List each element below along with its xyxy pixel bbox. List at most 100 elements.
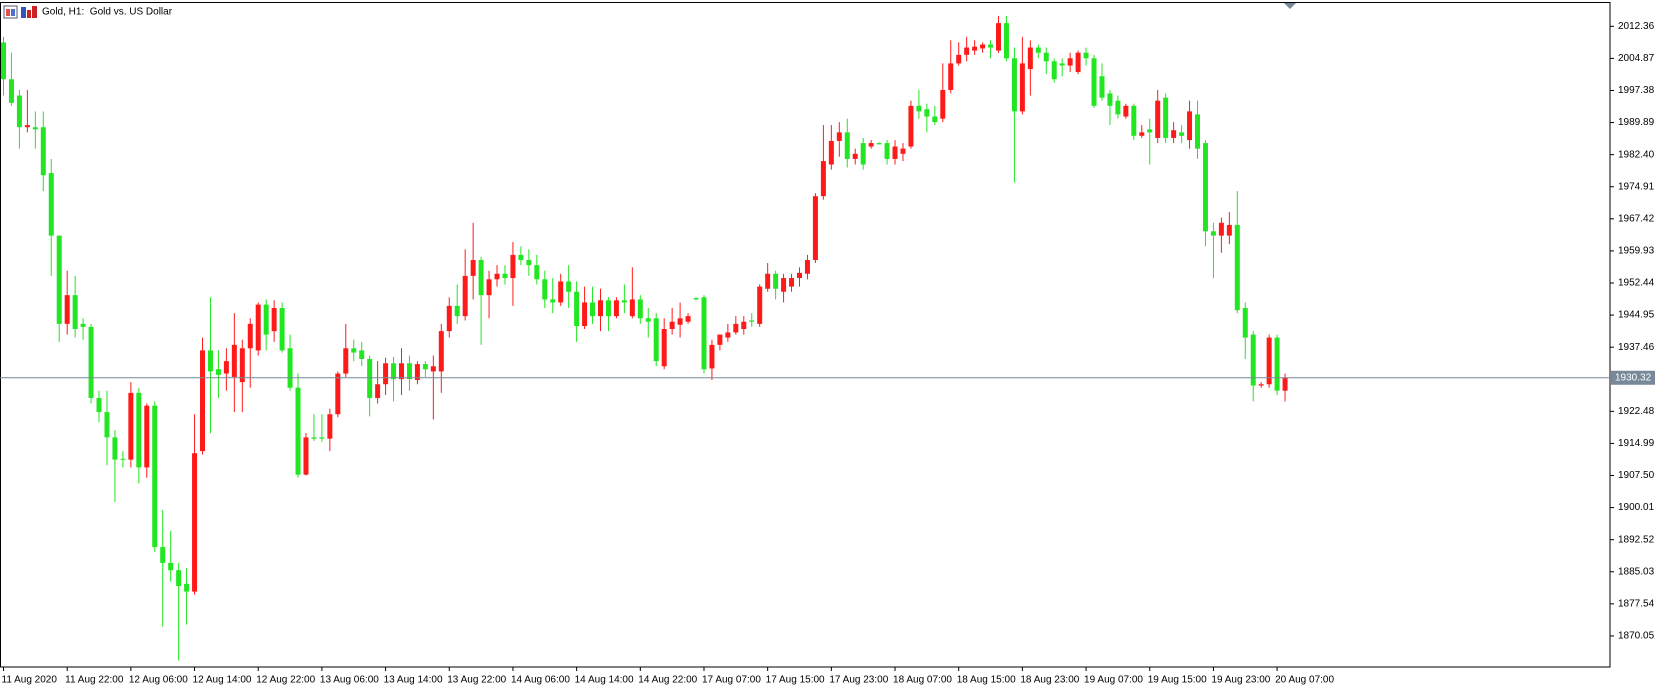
candle-body	[964, 47, 970, 55]
y-tick-label: 1997.38	[1618, 85, 1655, 96]
candle-body	[1282, 377, 1288, 391]
y-tick-label: 1967.42	[1618, 213, 1655, 224]
candle-body	[820, 161, 826, 197]
candle-body	[812, 196, 818, 261]
candle-body	[414, 364, 420, 380]
candle-body	[948, 63, 954, 90]
candle-body	[773, 273, 779, 289]
candle-body	[804, 260, 810, 274]
x-tick-label: 19 Aug 23:00	[1211, 675, 1270, 686]
icon-bar	[21, 7, 26, 18]
y-tick-label: 2004.87	[1618, 53, 1655, 64]
candle-body	[836, 132, 842, 141]
candle-body	[478, 260, 484, 296]
chart-title: Gold, H1: Gold vs. US Dollar	[42, 7, 173, 18]
candle-body	[1218, 222, 1224, 236]
candle-body	[749, 320, 755, 322]
candle-body	[765, 273, 771, 289]
candle-body	[104, 412, 110, 438]
candle-body	[590, 302, 596, 317]
candle-body	[924, 109, 930, 117]
candle-body	[200, 350, 205, 452]
candle-body	[375, 384, 381, 398]
candle-body	[64, 295, 70, 324]
x-tick-label: 18 Aug 07:00	[893, 675, 952, 686]
candle-body	[494, 273, 500, 280]
candle-body	[884, 143, 890, 159]
candle-body	[534, 265, 540, 280]
candle-body	[152, 405, 158, 548]
icon-bar	[6, 9, 10, 16]
candle-body	[287, 348, 293, 388]
candle-body	[168, 562, 174, 571]
candle-body	[470, 260, 476, 276]
candle-body	[1242, 308, 1248, 338]
candle-body	[207, 350, 213, 372]
candle-body	[518, 254, 524, 261]
candle-body	[908, 105, 914, 147]
candle-body	[988, 44, 994, 48]
y-tick-label: 1892.52	[1618, 534, 1655, 545]
candle-body	[956, 54, 962, 64]
candle-body	[223, 361, 229, 374]
candle-body	[1115, 100, 1121, 115]
candle-body	[510, 254, 516, 279]
candle-body	[757, 286, 763, 324]
candle-body	[192, 453, 198, 592]
candle-body	[311, 437, 317, 439]
candle-body	[1027, 47, 1033, 69]
x-tick-label: 14 Aug 06:00	[511, 675, 570, 686]
candle-body	[709, 344, 715, 369]
candle-body	[637, 299, 643, 319]
candle-body	[1195, 114, 1200, 149]
candle-body	[88, 326, 94, 398]
candle-body	[1210, 231, 1216, 236]
candle-body	[1234, 224, 1240, 311]
current-price-box	[1611, 370, 1655, 385]
candle-body	[367, 358, 373, 398]
candle-body	[844, 132, 850, 159]
x-tick-label: 14 Aug 14:00	[575, 675, 634, 686]
candle-body	[255, 304, 261, 351]
x-tick-label: 17 Aug 23:00	[829, 675, 888, 686]
candle-body	[605, 300, 611, 317]
y-tick-label: 1907.50	[1618, 470, 1655, 481]
candle-body	[1266, 337, 1272, 385]
candle-body	[239, 348, 245, 383]
candle-body	[1274, 337, 1280, 391]
candle-body	[972, 46, 978, 51]
candle-body	[582, 302, 588, 327]
x-tick-label: 14 Aug 22:00	[638, 675, 697, 686]
candle-body	[446, 305, 452, 332]
candle-body	[669, 321, 675, 330]
candle-body	[741, 321, 747, 330]
y-tick-label: 1870.05	[1618, 631, 1655, 642]
candle-body	[1202, 143, 1208, 232]
x-tick-label: 11 Aug 2020	[2, 675, 58, 686]
candle-body	[319, 437, 325, 439]
candle-body	[653, 318, 659, 362]
candle-body	[184, 583, 190, 592]
candle-body	[16, 95, 22, 128]
candle-body	[661, 329, 667, 367]
candle-body	[1139, 132, 1145, 136]
candle-body	[725, 332, 731, 338]
candle-body	[351, 348, 357, 353]
candle-body	[263, 304, 269, 335]
y-tick-label: 1944.95	[1618, 310, 1655, 321]
candle-body	[1131, 105, 1137, 136]
candle-body	[1043, 52, 1049, 62]
candle-body	[789, 278, 795, 287]
candle-body	[1155, 100, 1161, 138]
candle-body	[980, 44, 986, 49]
candle-body	[566, 281, 572, 292]
candle-body	[160, 547, 166, 563]
candle-body	[1099, 76, 1105, 98]
candle-body	[1123, 105, 1129, 117]
candle-body	[1035, 47, 1041, 53]
x-tick-label: 17 Aug 15:00	[766, 675, 825, 686]
candle-body	[430, 366, 436, 372]
candle-body	[621, 300, 627, 303]
x-tick-label: 12 Aug 06:00	[129, 675, 188, 686]
